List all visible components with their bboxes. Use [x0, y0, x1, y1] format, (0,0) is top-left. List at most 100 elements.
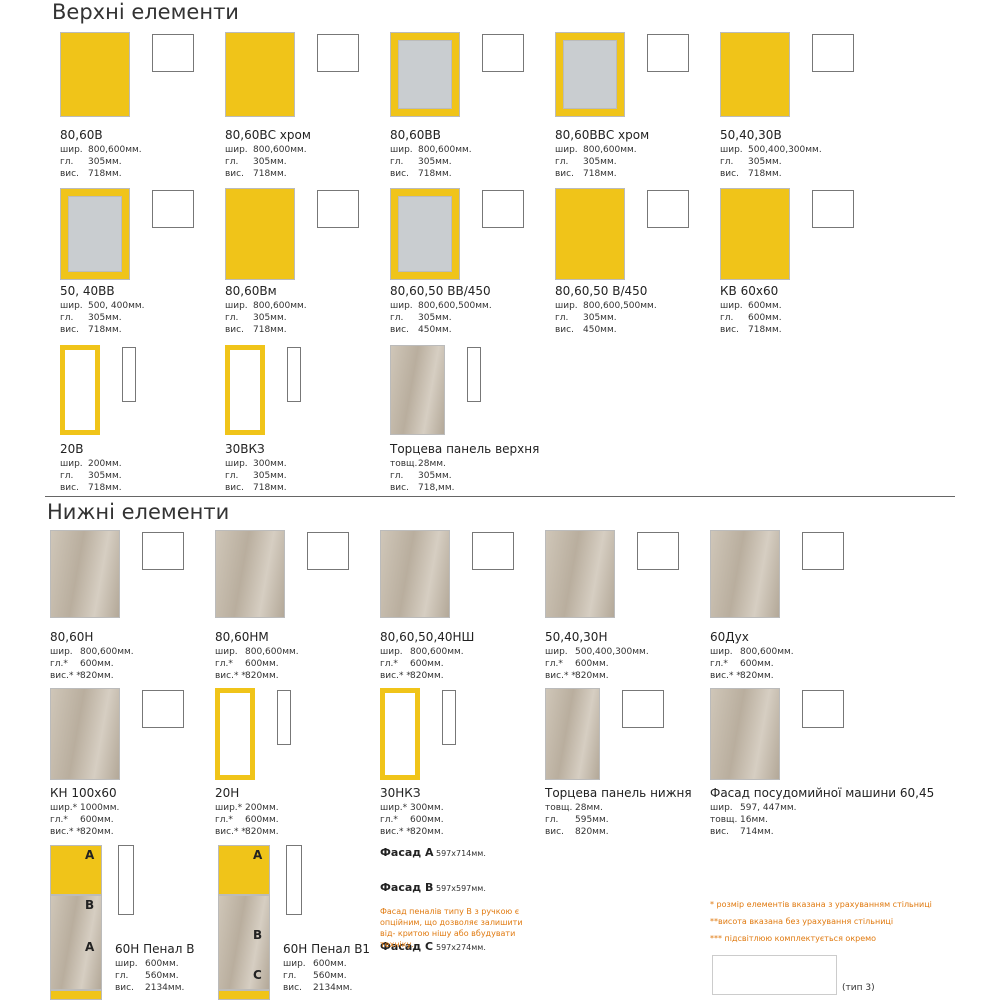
spec-label: вис.* * — [215, 671, 246, 681]
spec-label: вис. — [720, 169, 739, 179]
spec-label: гл.* — [50, 659, 68, 669]
spec-value: 300мм. — [253, 459, 287, 469]
cabinet-front — [60, 32, 130, 117]
spec-value: 800,600мм. — [253, 301, 307, 311]
item-name: 60Н Пенал В1 — [283, 942, 371, 956]
spec-value: 600мм. — [313, 959, 347, 969]
wireframe — [307, 532, 349, 570]
cabinet-front — [380, 688, 420, 780]
wireframe — [802, 532, 844, 570]
spec-label: товщ. — [545, 803, 573, 813]
spec-value: 718мм. — [253, 325, 287, 335]
front-label: A — [85, 848, 95, 862]
spec-value: 305мм. — [748, 157, 782, 167]
spec-value: 28мм. — [575, 803, 603, 813]
wireframe — [286, 845, 302, 915]
spec-value: 800,600мм. — [583, 145, 637, 155]
cabinet-front — [225, 188, 295, 280]
wireframe — [482, 34, 524, 72]
spec-label: вис. — [225, 325, 244, 335]
spec-value: 300мм. — [410, 803, 444, 813]
pencil-front — [218, 845, 270, 895]
cabinet-front — [215, 530, 285, 618]
cabinet-front — [710, 530, 780, 618]
wireframe — [482, 190, 524, 228]
spec-value: 800,600мм. — [418, 145, 472, 155]
wireframe — [802, 690, 844, 728]
spec-label: шир. — [380, 647, 403, 657]
diagram-label: (тип 3) — [842, 983, 875, 993]
cabinet-front — [545, 688, 600, 780]
spec-label: вис. — [283, 983, 302, 993]
spec-value: 500,400,300мм. — [575, 647, 649, 657]
front-label: A — [85, 940, 95, 954]
spec-value: 718мм. — [88, 169, 122, 179]
spec-value: 600мм. — [80, 815, 114, 825]
cabinet-front — [390, 345, 445, 435]
spec-label: вис.* * — [50, 671, 81, 681]
spec-label: вис. — [390, 169, 409, 179]
wireframe — [122, 347, 136, 402]
spec-label: шир. — [390, 301, 413, 311]
spec-label: гл. — [225, 471, 239, 481]
spec-value: 305мм. — [253, 471, 287, 481]
spec-label: гл.* — [215, 815, 233, 825]
spec-value: 450мм. — [418, 325, 452, 335]
spec-value: 820мм. — [740, 671, 774, 681]
spec-value: 800,600,500мм. — [418, 301, 492, 311]
spec-label: гл. — [720, 157, 734, 167]
item-name: Торцева панель верхня — [390, 442, 540, 456]
spec-label: вис. — [390, 483, 409, 493]
spec-label: вис. — [710, 827, 729, 837]
spec-label: гл.* — [215, 659, 233, 669]
spec-value: 305мм. — [583, 157, 617, 167]
wireframe — [637, 532, 679, 570]
front-label: C — [253, 968, 262, 982]
divider — [45, 496, 955, 497]
spec-value: 600мм. — [245, 659, 279, 669]
footnote: *** підсвітлюю комплектується окремо — [710, 934, 877, 943]
spec-label: гл. — [555, 313, 569, 323]
wireframe — [622, 690, 664, 728]
footnote: **висота вказана без урахування стільниц… — [710, 917, 894, 926]
item-name: 80,60ВС хром — [225, 128, 311, 142]
spec-label: шир. — [225, 459, 248, 469]
front-label: B — [85, 898, 95, 912]
spec-label: гл.* — [380, 815, 398, 825]
spec-label: вис.* * — [380, 827, 411, 837]
spec-value: 718мм. — [253, 169, 287, 179]
spec-value: 718мм. — [748, 325, 782, 335]
item-name: КН 100х60 — [50, 786, 117, 800]
spec-label: шир.* — [215, 803, 243, 813]
spec-value: 800,600мм. — [253, 145, 307, 155]
spec-label: гл. — [545, 815, 559, 825]
wireframe — [812, 34, 854, 72]
spec-value: 305мм. — [418, 157, 452, 167]
spec-value: 560мм. — [313, 971, 347, 981]
spec-label: шир. — [60, 459, 83, 469]
item-name: 80,60В — [60, 128, 103, 142]
facade-name: Фасад В — [380, 881, 434, 894]
spec-label: товщ. — [390, 459, 418, 469]
spec-value: 305мм. — [418, 471, 452, 481]
item-name: 80,60ВВС хром — [555, 128, 650, 142]
spec-value: 305мм. — [583, 313, 617, 323]
item-name: 50, 40ВВ — [60, 284, 115, 298]
cabinet-front — [215, 688, 255, 780]
spec-label: вис. — [115, 983, 134, 993]
spec-label: гл. — [390, 313, 404, 323]
spec-label: шир. — [720, 145, 743, 155]
facade-size: 597х714мм. — [436, 849, 486, 858]
item-name: 50,40,30Н — [545, 630, 608, 644]
spec-value: 820мм. — [80, 671, 114, 681]
spec-label: шир. — [555, 301, 578, 311]
item-name: 60Н Пенал В — [115, 942, 195, 956]
lighting-diagram — [712, 955, 837, 995]
spec-value: 1000мм. — [80, 803, 120, 813]
cabinet-front — [225, 345, 265, 435]
cabinet-front — [50, 688, 120, 780]
spec-label: шир. — [50, 647, 73, 657]
spec-value: 2134мм. — [313, 983, 353, 993]
spec-value: 600мм. — [410, 815, 444, 825]
spec-value: 600мм. — [410, 659, 444, 669]
